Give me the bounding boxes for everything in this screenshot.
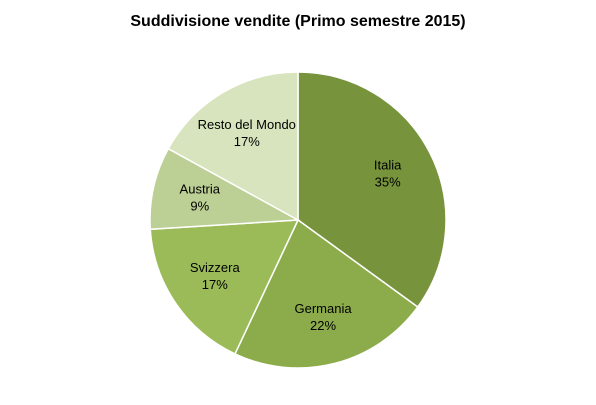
slice-label: Austria (180, 181, 221, 196)
pie-slice (297, 71, 447, 309)
slice-value-label: 22% (310, 318, 336, 333)
slice-value-label: 9% (190, 198, 209, 213)
slice-value-label: 35% (375, 175, 401, 190)
slice-value-label: 17% (234, 134, 260, 149)
pie-slice (149, 147, 301, 231)
chart-title: Suddivisione vendite (Primo semestre 201… (130, 13, 465, 30)
pie-slice (167, 71, 299, 222)
pie-slice (149, 219, 300, 355)
slice-label: Resto del Mondo (198, 117, 296, 132)
slice-value-label: 17% (202, 277, 228, 292)
slice-label: Svizzera (190, 260, 241, 275)
slice-label: Italia (374, 158, 402, 173)
slice-label: Germania (294, 301, 352, 316)
